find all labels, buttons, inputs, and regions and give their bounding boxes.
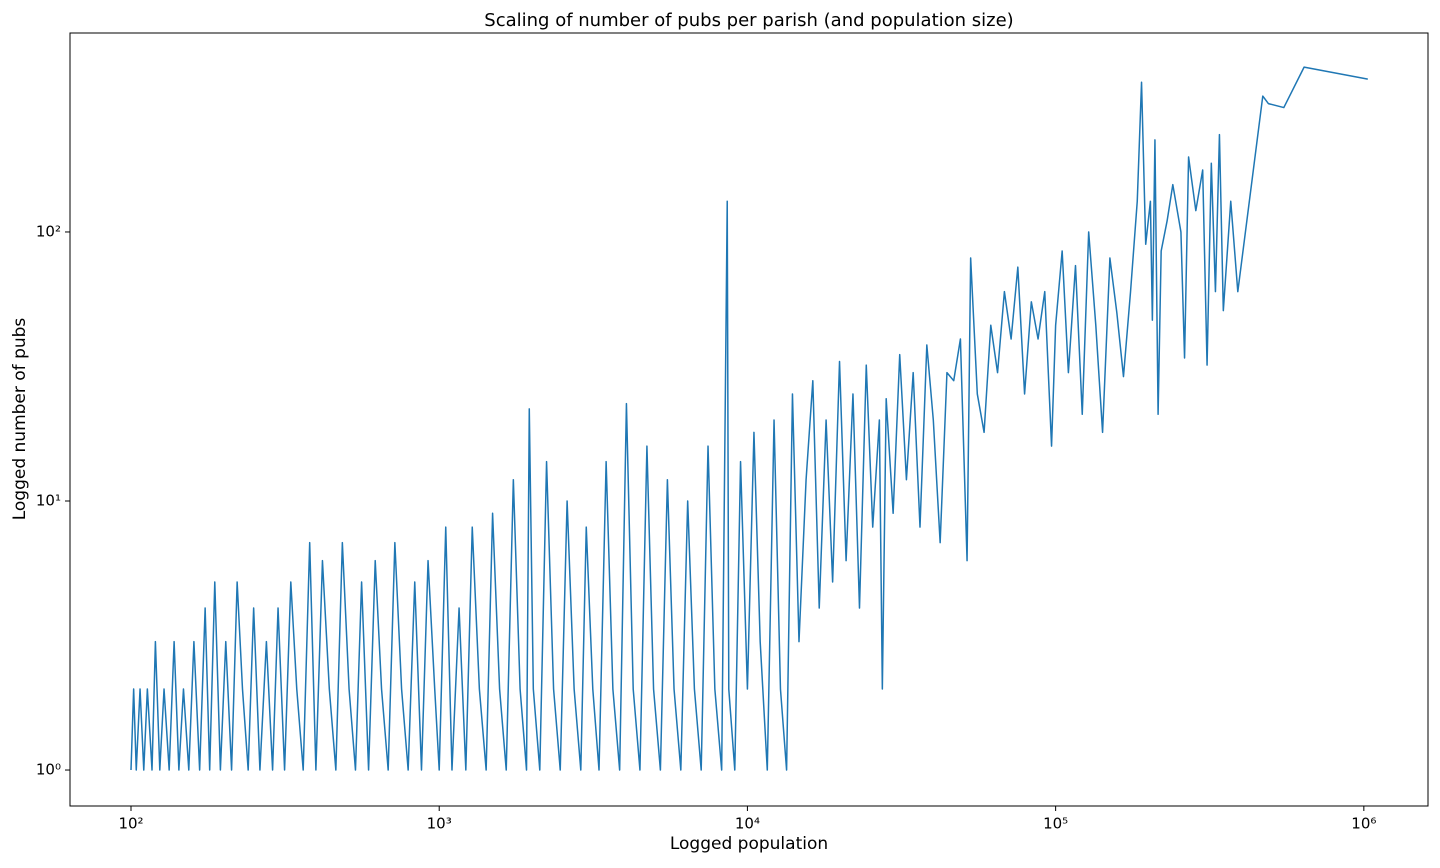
x-tick-label: 10⁵ — [1043, 815, 1068, 833]
chart-title: Scaling of number of pubs per parish (an… — [484, 10, 1013, 31]
data-line — [130, 66, 1368, 771]
x-tick-label: 10⁶ — [1351, 815, 1376, 833]
y-tick-label: 10⁰ — [36, 761, 61, 779]
y-axis-label: Logged number of pubs — [10, 318, 30, 521]
x-tick-label: 10² — [118, 815, 143, 833]
x-tick-label: 10⁴ — [735, 815, 760, 833]
x-tick-label: 10³ — [427, 815, 452, 833]
y-tick-label: 10² — [36, 222, 61, 240]
plot-frame — [69, 32, 1429, 807]
y-tick-label: 10¹ — [36, 491, 61, 509]
x-axis-label: Logged population — [670, 834, 828, 854]
